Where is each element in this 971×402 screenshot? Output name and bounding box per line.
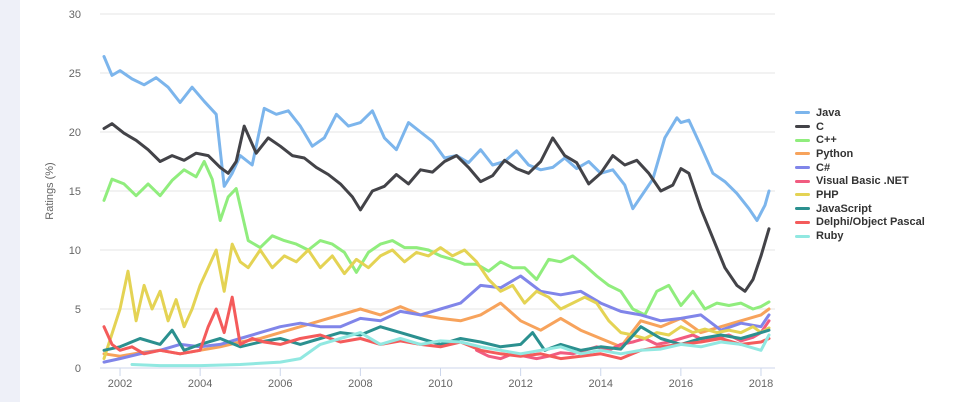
legend-swatch	[795, 179, 810, 183]
legend-label: Visual Basic .NET	[816, 175, 909, 188]
x-tick-label: 2014	[588, 378, 612, 390]
series-line-c	[102, 160, 771, 317]
x-tick-label: 2012	[508, 378, 532, 390]
legend-swatch	[795, 152, 810, 156]
series-line-python	[102, 301, 771, 358]
legend-swatch	[795, 166, 810, 170]
legend-swatch	[795, 138, 810, 142]
legend-label: Java	[816, 106, 841, 119]
y-tick-label: 20	[69, 127, 81, 139]
ratings-line-chart: 2002 2004 2006 2008 2010 2012 2014 2016 2018 051…	[44, 9, 775, 390]
legend-item-c[interactable]: C#	[795, 161, 925, 175]
x-axis: 2002 2004 2006 2008 2010 2012 2014 2016 2018	[100, 367, 775, 390]
legend-item-python[interactable]: Python	[795, 147, 925, 161]
series-line-ruby	[130, 331, 771, 368]
legend-item-java[interactable]: Java	[795, 106, 925, 120]
legend-label: Ruby	[816, 230, 844, 243]
y-tick-label: 5	[75, 304, 81, 316]
y-axis: 0 5 10 15 20 25 30	[69, 9, 81, 375]
legend-item-visual-basic-net[interactable]: Visual Basic .NET	[795, 174, 925, 188]
x-tick-label: 2018	[749, 378, 773, 390]
left-panel-strip	[0, 0, 20, 402]
y-axis-title: Ratings (%)	[44, 162, 56, 219]
y-tick-label: 10	[69, 245, 81, 257]
legend-swatch	[795, 234, 810, 238]
series-lines	[102, 55, 771, 368]
x-tick-label: 2002	[108, 378, 132, 390]
x-tick-label: 2006	[268, 378, 292, 390]
legend-label: C	[816, 120, 824, 133]
legend-label: JavaScript	[816, 202, 872, 215]
legend-item-javascript[interactable]: JavaScript	[795, 202, 925, 216]
legend-label: C#	[816, 161, 831, 174]
x-tick-label: 2016	[669, 378, 693, 390]
legend-label: PHP	[816, 188, 839, 201]
legend-item-php[interactable]: PHP	[795, 188, 925, 202]
legend-item-ruby[interactable]: Ruby	[795, 229, 925, 243]
series-line-c	[102, 122, 771, 293]
y-tick-label: 15	[69, 186, 81, 198]
legend-swatch	[795, 220, 810, 224]
series-line-java	[102, 55, 771, 222]
legend-item-c[interactable]: C++	[795, 133, 925, 147]
legend-label: Python	[816, 147, 854, 160]
y-tick-label: 25	[69, 68, 81, 80]
x-tick-label: 2004	[188, 378, 212, 390]
legend-item-c[interactable]: C	[795, 120, 925, 134]
legend-item-delphi-object-pascal[interactable]: Delphi/Object Pascal	[795, 216, 925, 230]
legend-swatch	[795, 193, 810, 197]
x-tick-label: 2008	[348, 378, 372, 390]
legend: Java C C++ Python C# Visual Basic .NET PHP Java…	[795, 106, 925, 243]
x-tick-label: 2010	[428, 378, 452, 390]
legend-label: C++	[816, 134, 837, 147]
legend-swatch	[795, 207, 810, 211]
series-line-c	[102, 274, 771, 364]
series-line-javascript	[102, 325, 771, 352]
grid-lines	[100, 13, 775, 369]
legend-swatch	[795, 125, 810, 129]
legend-label: Delphi/Object Pascal	[816, 216, 925, 229]
legend-swatch	[795, 111, 810, 115]
y-tick-label: 0	[75, 363, 81, 375]
y-tick-label: 30	[69, 9, 81, 21]
